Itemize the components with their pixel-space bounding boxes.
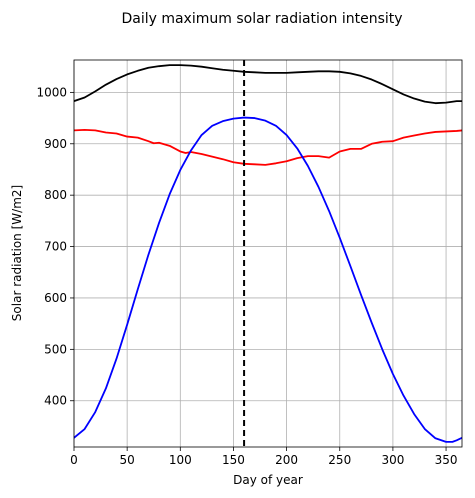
x-tick-label: 50 bbox=[120, 453, 135, 467]
series-line-2 bbox=[74, 128, 462, 166]
x-axis-ticks: 0 50 100 150 200 250 300 350 bbox=[70, 447, 458, 467]
y-axis-label: Solar radiation [W/m2] bbox=[10, 185, 24, 321]
series-group bbox=[74, 64, 462, 443]
x-tick-label: 350 bbox=[435, 453, 458, 467]
y-axis-ticks: 400 500 600 700 800 900 1000 bbox=[36, 85, 74, 408]
x-tick-label: 150 bbox=[222, 453, 245, 467]
y-tick-label: 400 bbox=[44, 394, 67, 408]
x-tick-label: 100 bbox=[169, 453, 192, 467]
x-tick-label: 250 bbox=[328, 453, 351, 467]
x-axis-label: Day of year bbox=[233, 473, 303, 487]
y-tick-label: 800 bbox=[44, 188, 67, 202]
series-line-3 bbox=[74, 116, 462, 443]
chart-title: Daily maximum solar radiation intensity bbox=[121, 11, 402, 27]
grid-lines bbox=[73, 60, 462, 447]
series-line-1 bbox=[74, 64, 462, 105]
y-tick-label: 500 bbox=[44, 342, 67, 356]
y-tick-label: 1000 bbox=[36, 85, 67, 99]
x-tick-label: 200 bbox=[275, 453, 298, 467]
y-tick-label: 600 bbox=[44, 291, 67, 305]
x-tick-label: 0 bbox=[70, 453, 78, 467]
y-tick-label: 700 bbox=[44, 240, 67, 254]
plot-frame bbox=[73, 59, 463, 448]
x-tick-label: 300 bbox=[381, 453, 404, 467]
y-tick-label: 900 bbox=[44, 137, 67, 151]
